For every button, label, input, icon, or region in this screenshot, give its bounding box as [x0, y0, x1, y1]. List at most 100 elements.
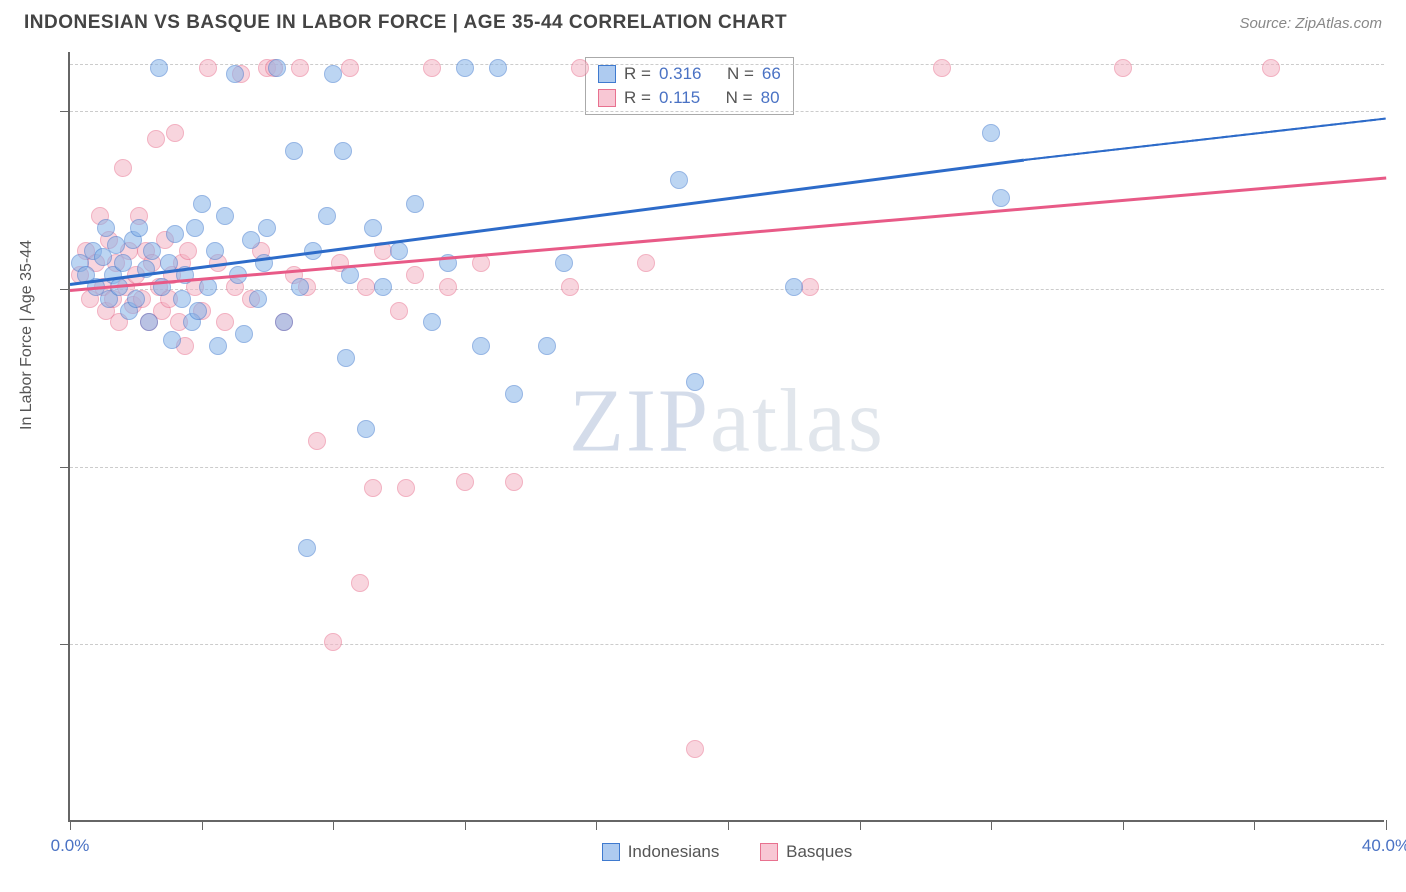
- data-point-a: [275, 313, 293, 331]
- x-tick-label: 40.0%: [1362, 836, 1406, 856]
- x-tick: [465, 820, 466, 830]
- series-legend: Indonesians Basques: [70, 842, 1384, 866]
- watermark: ZIPatlas: [569, 369, 885, 472]
- data-point-b: [439, 278, 457, 296]
- data-point-b: [351, 574, 369, 592]
- legend-swatch-a: [598, 65, 616, 83]
- y-tick-label: 55.0%: [1394, 634, 1406, 654]
- data-point-a: [390, 242, 408, 260]
- data-point-b: [357, 278, 375, 296]
- y-tick-label: 85.0%: [1394, 279, 1406, 299]
- data-point-a: [209, 337, 227, 355]
- data-point-a: [423, 313, 441, 331]
- data-point-b: [341, 59, 359, 77]
- data-point-a: [982, 124, 1000, 142]
- x-tick: [70, 820, 71, 830]
- data-point-a: [555, 254, 573, 272]
- data-point-a: [97, 219, 115, 237]
- data-point-b: [933, 59, 951, 77]
- legend-item-a: Indonesians: [602, 842, 720, 862]
- data-point-b: [423, 59, 441, 77]
- data-point-a: [189, 302, 207, 320]
- data-point-a: [127, 290, 145, 308]
- legend-row-b: R = 0.115 N = 80: [598, 86, 781, 110]
- y-tick-label: 70.0%: [1394, 457, 1406, 477]
- y-tick-label: 100.0%: [1394, 101, 1406, 121]
- data-point-a: [374, 278, 392, 296]
- trendline-a-dash: [1024, 117, 1386, 160]
- data-point-b: [390, 302, 408, 320]
- data-point-a: [216, 207, 234, 225]
- legend-n-label: N =: [726, 88, 753, 108]
- data-point-a: [163, 331, 181, 349]
- data-point-b: [291, 59, 309, 77]
- y-axis-label: In Labor Force | Age 35-44: [18, 240, 36, 430]
- legend-n-a: 66: [762, 64, 781, 84]
- data-point-a: [258, 219, 276, 237]
- data-point-a: [206, 242, 224, 260]
- data-point-a: [337, 349, 355, 367]
- legend-r-a: 0.316: [659, 64, 702, 84]
- x-tick: [991, 820, 992, 830]
- data-point-b: [166, 124, 184, 142]
- data-point-a: [318, 207, 336, 225]
- data-point-b: [571, 59, 589, 77]
- data-point-a: [235, 325, 253, 343]
- data-point-a: [324, 65, 342, 83]
- data-point-b: [1114, 59, 1132, 77]
- data-point-a: [785, 278, 803, 296]
- legend-item-b: Basques: [760, 842, 852, 862]
- legend-swatch-b-icon: [760, 843, 778, 861]
- legend-swatch-b: [598, 89, 616, 107]
- x-tick: [1254, 820, 1255, 830]
- data-point-b: [406, 266, 424, 284]
- data-point-a: [114, 254, 132, 272]
- data-point-a: [406, 195, 424, 213]
- x-tick: [1386, 820, 1387, 830]
- data-point-b: [686, 740, 704, 758]
- data-point-a: [298, 539, 316, 557]
- legend-n-label: N =: [727, 64, 754, 84]
- data-point-a: [268, 59, 286, 77]
- y-tick: [60, 644, 70, 645]
- data-point-a: [472, 337, 490, 355]
- data-point-a: [992, 189, 1010, 207]
- data-point-b: [397, 479, 415, 497]
- data-point-a: [686, 373, 704, 391]
- data-point-b: [505, 473, 523, 491]
- data-point-b: [1262, 59, 1280, 77]
- data-point-a: [357, 420, 375, 438]
- gridline: [70, 111, 1384, 112]
- legend-r-label: R =: [624, 88, 651, 108]
- data-point-a: [193, 195, 211, 213]
- data-point-a: [173, 290, 191, 308]
- gridline: [70, 644, 1384, 645]
- scatter-chart: ZIPatlas R = 0.316 N = 66 R = 0.115 N = …: [68, 52, 1384, 822]
- data-point-a: [186, 219, 204, 237]
- data-point-a: [242, 231, 260, 249]
- data-point-a: [166, 225, 184, 243]
- data-point-a: [150, 59, 168, 77]
- legend-r-b: 0.115: [659, 88, 700, 108]
- x-tick-label: 0.0%: [51, 836, 90, 856]
- data-point-b: [308, 432, 326, 450]
- data-point-b: [179, 242, 197, 260]
- x-tick: [596, 820, 597, 830]
- data-point-b: [561, 278, 579, 296]
- source-citation: Source: ZipAtlas.com: [1239, 15, 1382, 32]
- y-tick: [60, 289, 70, 290]
- y-tick: [60, 111, 70, 112]
- data-point-a: [334, 142, 352, 160]
- gridline: [70, 467, 1384, 468]
- data-point-a: [456, 59, 474, 77]
- legend-row-a: R = 0.316 N = 66: [598, 62, 781, 86]
- data-point-a: [341, 266, 359, 284]
- data-point-b: [364, 479, 382, 497]
- data-point-a: [107, 236, 125, 254]
- data-point-b: [199, 59, 217, 77]
- data-point-a: [489, 59, 507, 77]
- x-tick: [860, 820, 861, 830]
- legend-label-b: Basques: [786, 842, 852, 862]
- correlation-legend: R = 0.316 N = 66 R = 0.115 N = 80: [585, 57, 794, 115]
- data-point-b: [456, 473, 474, 491]
